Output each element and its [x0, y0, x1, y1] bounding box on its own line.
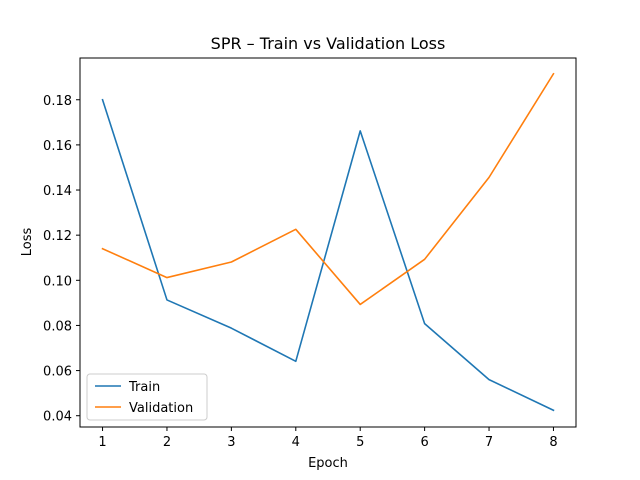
x-tick-label: 8	[549, 435, 557, 450]
x-tick-label: 4	[292, 435, 300, 450]
x-tick-label: 7	[485, 435, 493, 450]
y-tick-label: 0.18	[43, 94, 72, 109]
y-tick-label: 0.04	[43, 410, 72, 425]
x-axis-label: Epoch	[308, 456, 348, 471]
x-tick-label: 1	[98, 435, 106, 450]
x-tick-label: 6	[420, 435, 428, 450]
legend-label-validation: Validation	[129, 401, 193, 416]
y-tick-label: 0.10	[43, 274, 72, 289]
x-tick-label: 5	[356, 435, 364, 450]
series-line-validation	[101, 72, 555, 306]
plot-frame	[79, 57, 577, 428]
x-tick-label: 2	[163, 435, 171, 450]
legend: Train Validation	[86, 373, 208, 421]
series-line-train	[101, 98, 555, 412]
y-tick-label: 0.14	[43, 184, 72, 199]
y-tick-label: 0.12	[43, 229, 72, 244]
y-tick-label: 0.08	[43, 319, 72, 334]
y-tick-label: 0.16	[43, 139, 72, 154]
y-tick-label: 0.06	[43, 365, 72, 380]
y-axis-label: Loss	[20, 228, 35, 257]
chart-title: SPR – Train vs Validation Loss	[211, 34, 446, 53]
legend-label-train: Train	[128, 380, 160, 395]
x-tick-label: 3	[227, 435, 235, 450]
